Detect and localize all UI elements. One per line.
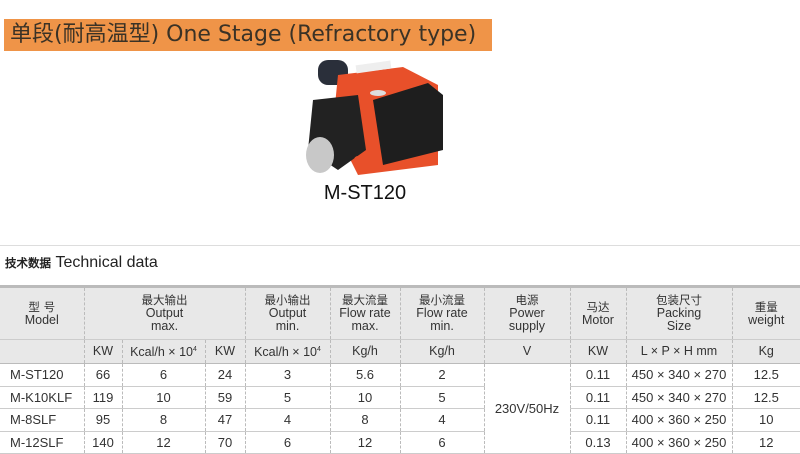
section-banner: 单段(耐高温型) One Stage (Refractory type) [4,19,492,51]
table-row: M-ST120 66 6 24 3 5.6 2 230V/50Hz 0.11 450 × 340 … [0,363,800,454]
table-cell: 5.6 [329,363,400,387]
unit: Kg/h [399,339,484,364]
table-cell: 4 [244,408,330,432]
table-cell: 10 [731,408,800,432]
table-cell: 8 [121,408,205,432]
unit-blank [0,339,84,364]
technical-data-table: 型 号 Model 最大输出 Output max. 最小输出 Output min.… [0,285,800,454]
table-cell: 5 [399,386,484,409]
table-cell: 6 [399,431,484,454]
header-power: 电源 Power supply [483,285,570,340]
unit: KW [83,339,122,364]
unit: Kg [731,339,800,364]
table-cell: 400 × 360 × 250 [625,408,732,432]
table-cell: 5 [244,386,330,409]
table-cell: 12.5 [731,386,800,409]
unit: Kcal/h × 104 [244,339,330,364]
header-output-min: 最小输出 Output min. [244,285,330,340]
table-cell: 6 [244,431,330,454]
table-row: M-12SLF 140 12 70 6 12 6 0.13 400 × 360 × 250 12 [0,431,800,454]
table-cell: 12 [329,431,400,454]
table-cell: 95 [83,408,122,432]
header-weight: 重量 weight [731,285,800,340]
section-title-cn: 技术数据 [5,256,51,270]
divider [0,245,800,246]
table-cell: 10 [121,386,205,409]
header-row: 型 号 Model 最大输出 Output max. 最小输出 Output min.… [0,285,800,340]
table-cell: 0.13 [569,431,626,454]
unit: V [483,339,570,364]
table-cell: 47 [204,408,245,432]
unit: KW [204,339,245,364]
table-row: M-K10KLF 119 10 59 5 10 5 0.11 450 × 340 × 270 12… [0,386,800,409]
table-cell: 2 [399,363,484,387]
table-cell: 66 [83,363,122,387]
header-packing: 包装尺寸 Packing Size [625,285,732,340]
header-flow-max: 最大流量 Flow rate max. [329,285,400,340]
table-row: M-8SLF 95 8 47 4 8 4 0.11 400 × 360 × 250 10 [0,408,800,432]
header-model: 型 号 Model [0,285,84,340]
table-cell: 12 [121,431,205,454]
table-cell: 140 [83,431,122,454]
units-row: KW Kcal/h × 104 KW Kcal/h × 104 Kg/h Kg/… [0,339,800,364]
table-cell: 400 × 360 × 250 [625,431,732,454]
model-cell: M-ST120 [0,363,84,387]
unit: Kg/h [329,339,400,364]
table-cell: 119 [83,386,122,409]
model-cell: M-8SLF [0,408,84,432]
table-cell: 12.5 [731,363,800,387]
product-name: M-ST120 [323,182,407,204]
table-cell: 70 [204,431,245,454]
power-supply-cell: 230V/50Hz [483,363,570,454]
table-cell: 450 × 340 × 270 [625,386,732,409]
product-image [306,60,443,175]
section-title-en: Technical data [55,254,158,271]
table-cell: 12 [731,431,800,454]
header-output-max: 最大输出 Output max. [83,285,245,340]
table-cell: 3 [244,363,330,387]
unit: KW [569,339,626,364]
unit: Kcal/h × 104 [121,339,205,364]
header-motor: 马达 Motor [569,285,626,340]
table-cell: 8 [329,408,400,432]
header-flow-min: 最小流量 Flow rate min. [399,285,484,340]
unit: L × P × H mm [625,339,732,364]
section-title: 技术数据 Technical data [5,254,158,272]
table-cell: 0.11 [569,386,626,409]
table-cell: 59 [204,386,245,409]
table-cell: 10 [329,386,400,409]
model-cell: M-K10KLF [0,386,84,409]
table-cell: 450 × 340 × 270 [625,363,732,387]
table-cell: 6 [121,363,205,387]
table-cell: 0.11 [569,408,626,432]
model-cell: M-12SLF [0,431,84,454]
table-cell: 0.11 [569,363,626,387]
table-cell: 24 [204,363,245,387]
table-cell: 4 [399,408,484,432]
